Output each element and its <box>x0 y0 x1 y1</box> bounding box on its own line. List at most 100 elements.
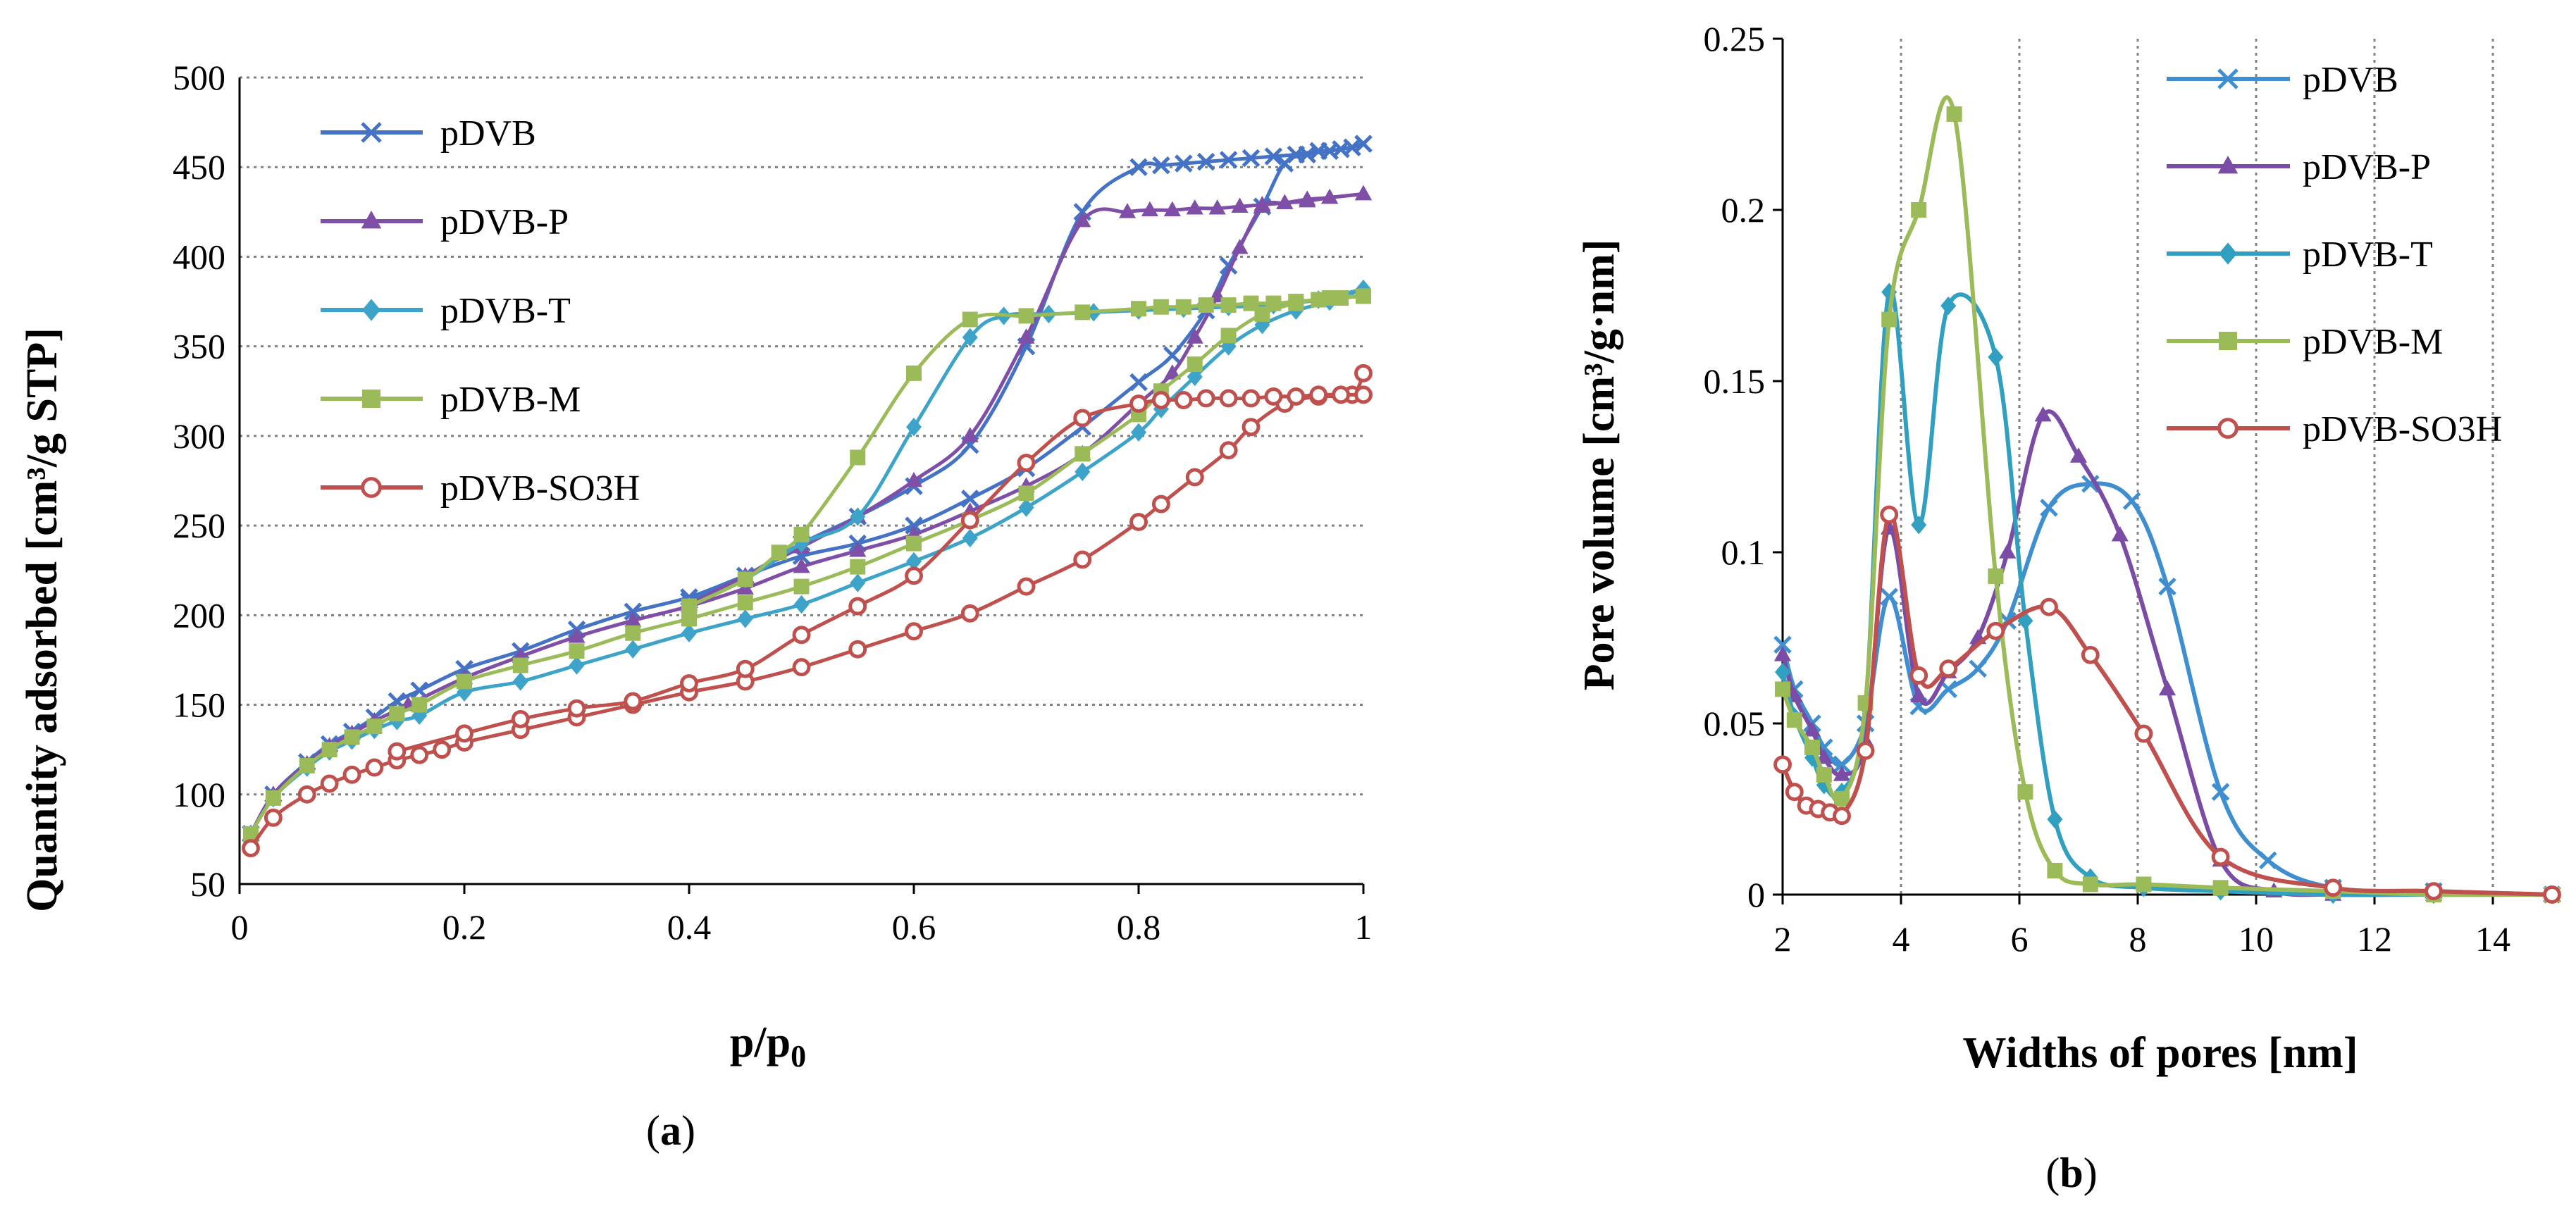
b-data-point <box>1939 680 1957 699</box>
a-data-point <box>1151 391 1170 409</box>
a-legend-item: pDVB-M <box>321 380 581 420</box>
a-data-point <box>299 758 315 774</box>
b-data-point <box>1986 621 2005 640</box>
a-data-point <box>1198 297 1214 313</box>
b-data-point <box>1999 543 2017 559</box>
a-data-point <box>1175 154 1193 173</box>
b-data-point <box>1775 681 1790 697</box>
b-series-group <box>1773 95 2561 904</box>
a-data-point <box>1354 385 1373 404</box>
b-legend-label: pDVB-SO3H <box>2303 409 2502 449</box>
a-data-point <box>1231 197 1249 213</box>
b-legend-marker <box>2217 68 2238 89</box>
a-data-point <box>905 622 923 641</box>
a-data-point <box>960 490 979 508</box>
a-data-point <box>961 427 979 442</box>
b-y-tick-label: 0 <box>1747 875 1765 914</box>
b-y-tick-labels: 0 0.05 0.1 0.15 0.2 0.25 <box>1704 19 1783 914</box>
a-data-point <box>1241 389 1261 408</box>
b-data-point <box>2211 847 2230 866</box>
b-data-point <box>1946 106 1962 122</box>
a-data-point <box>568 628 586 643</box>
a-data-point <box>1129 513 1148 531</box>
b-data-point <box>2158 577 2176 596</box>
a-panel-label: (a) <box>646 1107 695 1154</box>
a-data-point <box>1118 203 1137 218</box>
b-y-tick-label: 0.25 <box>1704 19 1766 58</box>
a-legend-label: pDVB <box>440 113 536 154</box>
a-data-point <box>433 740 452 759</box>
a-data-point <box>1018 485 1034 502</box>
b-data-point <box>2017 611 2033 630</box>
b-data-point <box>1911 515 1927 535</box>
a-data-point <box>962 311 978 328</box>
a-data-point <box>960 511 979 530</box>
b-data-point <box>2425 882 2443 901</box>
b-data-point <box>1909 666 1928 685</box>
a-data-point <box>457 673 472 690</box>
a-data-point <box>905 471 923 487</box>
b-legend-item: pDVB-P <box>2167 147 2431 187</box>
a-data-point <box>1187 356 1203 373</box>
a-data-point <box>511 709 530 728</box>
b-data-point <box>2212 880 2229 896</box>
b-x-tick-label: 2 <box>1774 919 1792 959</box>
a-data-point <box>1073 550 1092 569</box>
a-data-point <box>264 808 283 827</box>
b-data-point <box>1834 790 1850 807</box>
a-data-point <box>1253 196 1271 211</box>
b-data-point <box>1910 687 1928 702</box>
b-panel-label: (b) <box>2045 1150 2097 1196</box>
b-data-point <box>1880 505 1899 524</box>
b-x-tick-label: 10 <box>2238 919 2274 959</box>
a-data-point <box>624 602 643 621</box>
a-data-point <box>962 328 978 347</box>
a-data-point <box>1332 140 1350 158</box>
a-data-point <box>1219 441 1238 460</box>
b-y-tick-label: 0.2 <box>1721 190 1766 230</box>
a-data-point <box>242 826 259 842</box>
a-data-point <box>1185 468 1204 487</box>
a-data-point <box>1299 192 1316 208</box>
a-line-adsorption <box>249 192 1364 835</box>
a-data-point <box>1220 297 1237 313</box>
a-data-point <box>1354 135 1373 153</box>
b-x-tick-label: 6 <box>2011 919 2029 959</box>
a-data-point <box>1309 142 1327 161</box>
a-data-point <box>625 625 641 641</box>
a-series-group <box>242 135 1373 858</box>
a-line-desorption <box>688 192 1364 606</box>
b-data-point <box>1880 587 1898 606</box>
a-data-point <box>1017 577 1036 596</box>
a-data-point <box>1129 158 1148 176</box>
b-data-point <box>1969 659 1987 678</box>
a-y-tick-label: 100 <box>173 775 225 814</box>
b-data-point <box>1833 807 1851 826</box>
a-data-point <box>1141 201 1159 217</box>
a-data-point <box>681 598 697 614</box>
a-data-point <box>1075 446 1091 462</box>
a-legend-item: pDVB <box>321 113 536 154</box>
a-data-point <box>512 657 528 673</box>
a-data-point <box>242 839 260 858</box>
b-line <box>1781 409 2552 897</box>
a-legend-marker <box>361 211 382 229</box>
b-data-point <box>1988 568 2004 585</box>
a-data-point <box>410 745 429 764</box>
b-x-tick-labels: 2 4 6 8 10 12 14 <box>1774 895 2510 959</box>
a-legend: pDVB pDVB-P pDVB-T pDVB-M pDVB-SO3H <box>321 113 640 509</box>
b-data-point <box>2211 783 2230 801</box>
a-x-tick-label: 0.8 <box>1117 907 1161 947</box>
b-legend: pDVB pDVB-P pDVB-T pDVB-M pDVB-SO3H <box>2167 60 2502 449</box>
b-data-point <box>2136 876 2152 892</box>
a-data-point <box>906 535 922 552</box>
a-y-axis-title: Quantity adsorbed [cm³/g STP] <box>18 328 66 912</box>
a-data-point <box>1243 295 1259 311</box>
b-series-pDVB-P <box>1773 406 2561 901</box>
b-data-point <box>1775 662 1790 682</box>
a-data-point <box>366 719 383 735</box>
b-data-point <box>2040 499 2058 517</box>
b-legend-item: pDVB-SO3H <box>2167 409 2502 449</box>
a-data-point <box>962 528 978 548</box>
